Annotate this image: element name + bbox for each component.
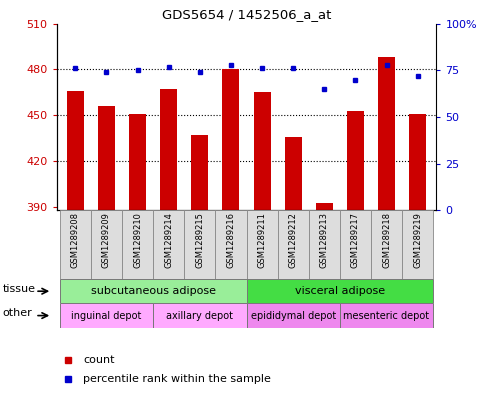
- Bar: [284, 137, 302, 210]
- Text: percentile rank within the sample: percentile rank within the sample: [83, 374, 271, 384]
- Text: GSM1289211: GSM1289211: [257, 212, 267, 268]
- Bar: [378, 57, 395, 210]
- Bar: [191, 135, 209, 210]
- Bar: [409, 114, 426, 210]
- Bar: [67, 91, 84, 210]
- Bar: [246, 303, 340, 328]
- Bar: [309, 210, 340, 279]
- Text: GSM1289214: GSM1289214: [164, 212, 173, 268]
- Text: GSM1289217: GSM1289217: [351, 212, 360, 268]
- Text: GSM1289218: GSM1289218: [382, 212, 391, 268]
- Text: GSM1289209: GSM1289209: [102, 212, 111, 268]
- Bar: [340, 210, 371, 279]
- Bar: [184, 210, 215, 279]
- Text: GSM1289208: GSM1289208: [71, 212, 80, 268]
- Text: count: count: [83, 354, 115, 365]
- Text: tissue: tissue: [3, 284, 36, 294]
- Bar: [278, 210, 309, 279]
- Bar: [316, 203, 333, 210]
- Bar: [222, 70, 240, 210]
- Text: GSM1289210: GSM1289210: [133, 212, 142, 268]
- Text: subcutaneous adipose: subcutaneous adipose: [91, 286, 215, 296]
- Bar: [402, 210, 433, 279]
- Bar: [153, 210, 184, 279]
- Bar: [246, 279, 433, 303]
- Bar: [253, 92, 271, 210]
- Bar: [347, 111, 364, 210]
- Title: GDS5654 / 1452506_a_at: GDS5654 / 1452506_a_at: [162, 8, 331, 21]
- Text: epididymal depot: epididymal depot: [250, 310, 336, 321]
- Bar: [60, 279, 246, 303]
- Bar: [91, 210, 122, 279]
- Bar: [215, 210, 246, 279]
- Bar: [60, 210, 91, 279]
- Bar: [160, 89, 177, 210]
- Bar: [60, 303, 153, 328]
- Bar: [153, 303, 246, 328]
- Text: GSM1289212: GSM1289212: [289, 212, 298, 268]
- Text: GSM1289216: GSM1289216: [226, 212, 236, 268]
- Bar: [98, 106, 115, 210]
- Text: GSM1289219: GSM1289219: [413, 212, 422, 268]
- Text: GSM1289215: GSM1289215: [195, 212, 204, 268]
- Bar: [122, 210, 153, 279]
- Text: GSM1289213: GSM1289213: [320, 212, 329, 268]
- Bar: [371, 210, 402, 279]
- Text: other: other: [3, 308, 33, 318]
- Bar: [340, 303, 433, 328]
- Text: inguinal depot: inguinal depot: [71, 310, 141, 321]
- Text: mesenteric depot: mesenteric depot: [344, 310, 429, 321]
- Bar: [246, 210, 278, 279]
- Text: visceral adipose: visceral adipose: [295, 286, 385, 296]
- Text: axillary depot: axillary depot: [166, 310, 233, 321]
- Bar: [129, 114, 146, 210]
